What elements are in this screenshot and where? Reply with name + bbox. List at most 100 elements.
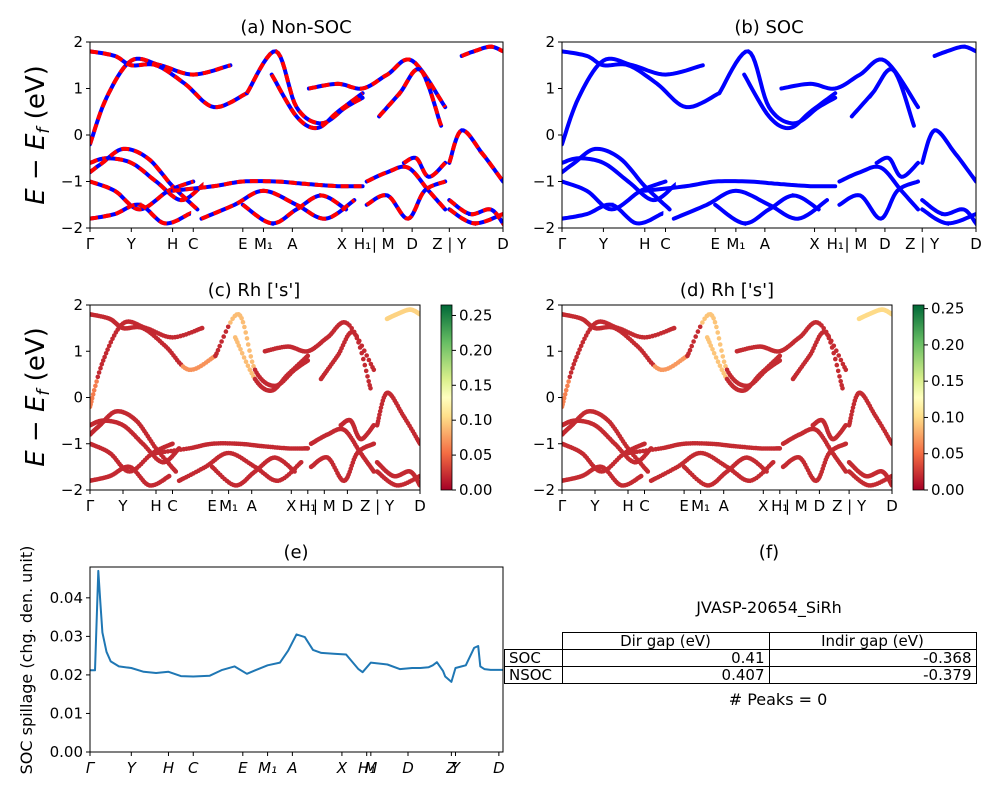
table-row: SOC 0.41 -0.368	[504, 649, 977, 667]
panel-e-line	[90, 569, 503, 683]
projection-point	[719, 348, 724, 353]
kpoint-label: A	[287, 235, 298, 253]
projection-point	[305, 446, 311, 451]
panel-b-frame	[561, 41, 977, 229]
ytick-label: 1	[73, 342, 83, 360]
panel-a-yticks: −2 −1 0 1 2	[61, 33, 90, 237]
ytick-label: −1	[61, 435, 83, 453]
ytick-label: 1	[545, 80, 555, 98]
panel-a-frame	[89, 41, 504, 229]
panel-d-xticks: Γ Y H C E M₁ A X H₁| M D Z | Y D	[558, 490, 898, 515]
panel-c-colorbar-ticks: 0.00 0.05 0.10 0.15 0.20 0.25	[452, 306, 492, 499]
panel-a-bands	[90, 44, 503, 227]
table-row: NSOC 0.407 -0.379	[504, 666, 977, 684]
projection-point	[105, 347, 110, 352]
panel-b-yticks: −2 −1 0 1 2	[533, 33, 562, 237]
projection-point	[90, 395, 95, 401]
projection-point	[365, 374, 370, 379]
projection-point	[570, 365, 575, 371]
panel-c: (c) Rh ['s'] E − Ef (eV) −2 −1 0 1 2 Γ Y H C E M₁…	[21, 280, 492, 515]
kpoint-label: H₁	[358, 759, 375, 777]
kpoint-label: H₁	[827, 235, 844, 253]
projection-point	[221, 334, 226, 339]
col-header-indir-gap: Indir gap (eV)	[768, 632, 977, 650]
projection-point	[243, 359, 249, 365]
projection-point	[642, 441, 647, 447]
band-line	[920, 207, 976, 226]
projection-point	[223, 329, 229, 334]
projection-point	[838, 379, 843, 384]
projection-point	[711, 316, 716, 321]
ytick-label: −2	[533, 219, 555, 237]
projection-point	[219, 339, 224, 344]
band-line	[932, 44, 976, 58]
colorbar-tick-label: 0.00	[931, 481, 964, 499]
panel-f-title: (f)	[759, 542, 779, 563]
projection-point	[577, 347, 582, 352]
kpoint-label: X	[758, 497, 768, 515]
panel-d-colorbar-ticks: 0.00 0.05 0.10 0.15 0.20 0.25	[924, 300, 964, 499]
projection-point	[777, 446, 783, 451]
projection-point	[378, 405, 384, 410]
projection-point	[840, 386, 845, 391]
kpoint-label: X	[336, 759, 348, 777]
projection-point	[102, 354, 107, 360]
projection-point	[245, 363, 251, 369]
band-line	[671, 188, 829, 221]
band-line	[837, 179, 920, 221]
kpoint-label: D	[497, 235, 509, 253]
band-line	[365, 164, 447, 211]
projection-point	[417, 473, 420, 479]
kpoint-label: M₁	[258, 759, 277, 777]
projection-point	[831, 350, 836, 356]
kpoint-label: E	[679, 497, 688, 515]
projection-point	[834, 362, 840, 368]
projection-point	[580, 340, 586, 345]
table-header-row: Dir gap (eV) Indir gap (eV)	[505, 632, 977, 650]
kpoint-label: Γ	[86, 759, 96, 777]
projection-point	[838, 357, 844, 363]
band-line	[562, 179, 668, 212]
kpoint-label: Y	[126, 235, 137, 253]
kpoint-label: C	[639, 497, 649, 515]
projection-point	[843, 367, 849, 373]
panel-d-title: (d) Rh ['s']	[680, 280, 774, 301]
kpoint-label: Z	[445, 759, 457, 777]
projection-point	[170, 441, 175, 447]
band-line	[90, 156, 204, 203]
kpoint-label: C	[660, 235, 670, 253]
kpoint-label: Γ	[558, 497, 567, 515]
kpoint-label: D	[886, 497, 898, 515]
projection-point	[826, 335, 832, 341]
colorbar-tick-label: 0.10	[931, 408, 964, 426]
projection-point	[835, 368, 841, 374]
projection-point	[843, 423, 849, 428]
projection-point	[575, 351, 581, 356]
projection-point	[225, 324, 231, 330]
projection-point	[721, 359, 727, 365]
panel-c-title: (c) Rh ['s']	[208, 280, 301, 301]
band-line	[269, 73, 364, 131]
kpoint-label: D	[814, 497, 826, 515]
panel-b-bands	[562, 44, 976, 227]
projection-point	[247, 348, 252, 353]
band-line	[447, 128, 503, 183]
kpoint-label: Z | Y	[432, 235, 467, 253]
projection-point	[245, 342, 251, 347]
projection-point	[371, 423, 377, 428]
kpoint-label: Z | Y	[360, 497, 395, 515]
kpoint-label: Y	[451, 759, 462, 777]
kpoint-label: D	[493, 759, 505, 777]
kpoint-label: E	[238, 759, 248, 777]
projection-point	[567, 374, 573, 380]
panel-e-ylabel: SOC spillage (chg. den. unit)	[17, 546, 36, 775]
row-label-nsoc: NSOC	[504, 666, 563, 684]
band-line	[713, 193, 821, 226]
projection-point	[645, 469, 651, 474]
projection-point	[98, 365, 103, 371]
kpoint-label: C	[188, 235, 198, 253]
kpoint-label: | M	[372, 235, 395, 253]
projection-point	[843, 441, 849, 447]
projection-point	[723, 363, 728, 369]
